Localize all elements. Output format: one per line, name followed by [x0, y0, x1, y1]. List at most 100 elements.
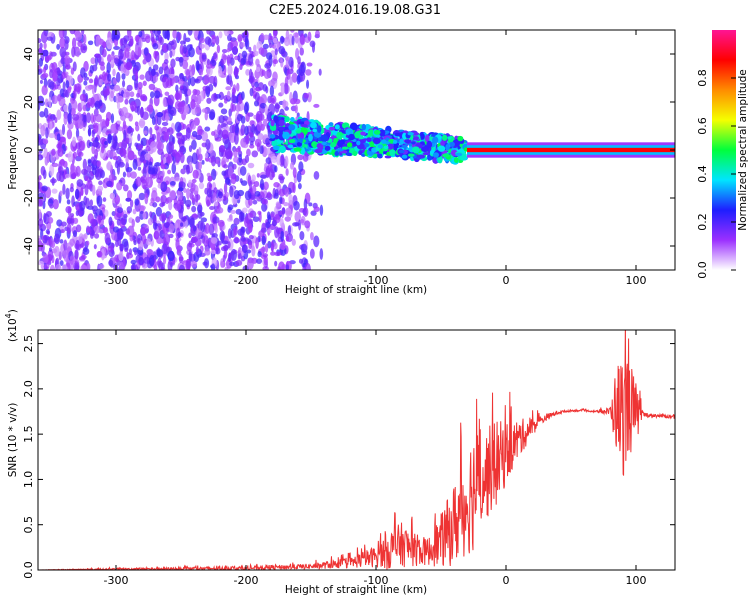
heatmap-cell	[138, 30, 143, 38]
heatmap-cell	[269, 137, 276, 142]
heatmap-cell	[102, 88, 110, 96]
heatmap-cell	[306, 79, 310, 89]
heatmap-cell	[160, 49, 164, 56]
heatmap-cell	[67, 151, 74, 163]
heatmap-cell	[59, 46, 67, 58]
heatmap-cell	[279, 242, 287, 250]
heatmap-cell	[156, 247, 161, 258]
heatmap-cell	[244, 198, 249, 207]
heatmap-cell	[303, 92, 309, 99]
snr-y-axis: 0.0 0.5 1.0 1.5 2.0 2.5	[22, 335, 675, 579]
heatmap-cell	[163, 59, 169, 65]
heatmap-cell	[399, 138, 404, 145]
heatmap-cell	[271, 241, 275, 253]
y-tick-label: -20	[22, 189, 35, 207]
heatmap-cell	[250, 71, 254, 84]
heatmap-cell	[83, 76, 90, 81]
heatmap-cell	[111, 231, 118, 241]
heatmap-cell	[421, 146, 429, 153]
heatmap-cell	[160, 194, 167, 204]
heatmap-cell	[274, 165, 278, 173]
heatmap-cell	[243, 216, 250, 228]
heatmap-cell	[298, 64, 305, 77]
heatmap-cell	[43, 66, 47, 74]
heatmap-cell	[46, 36, 54, 41]
heatmap-cell	[139, 74, 145, 80]
heatmap-cell	[188, 216, 195, 226]
heatmap-cell	[98, 99, 103, 107]
heatmap-cell	[169, 50, 173, 58]
heatmap-cell	[268, 35, 274, 40]
heatmap-cell	[207, 175, 213, 182]
heatmap-cell	[45, 55, 50, 62]
heatmap-cell	[185, 258, 191, 270]
heatmap-cell	[227, 204, 234, 211]
heatmap-cell	[39, 68, 43, 74]
heatmap-cell	[50, 178, 57, 184]
heatmap-cell	[220, 58, 224, 67]
heatmap-cell	[223, 182, 228, 195]
heatmap-cell	[125, 61, 133, 71]
heatmap-cell	[177, 231, 182, 239]
heatmap-cell	[280, 36, 285, 43]
heatmap-cell	[182, 44, 187, 54]
heatmap-cell	[60, 229, 65, 234]
heatmap-cell	[384, 155, 392, 159]
heatmap-cell	[49, 203, 54, 209]
heatmap-cell	[262, 34, 270, 41]
heatmap-cell	[122, 184, 129, 192]
heatmap-cell	[312, 141, 317, 149]
x-tick-label: -200	[234, 274, 259, 287]
heatmap-cell	[76, 135, 83, 142]
heatmap-cell	[151, 68, 156, 77]
heatmap-cell	[122, 67, 127, 74]
heatmap-cell	[168, 201, 173, 211]
colorbar-ticks: 0.0 0.2 0.4 0.6 0.8	[696, 69, 736, 279]
heatmap-cell	[146, 139, 150, 148]
heatmap-cell	[246, 148, 251, 157]
heatmap-cell	[286, 69, 291, 80]
heatmap-cell	[99, 118, 107, 129]
heatmap-cell	[225, 148, 232, 160]
heatmap-cell	[109, 192, 116, 200]
heatmap-cell	[337, 139, 344, 148]
heatmap-cell	[198, 182, 205, 190]
heatmap-cell	[413, 136, 420, 141]
heatmap-cell	[135, 71, 139, 82]
heatmap-cell	[432, 152, 440, 158]
heatmap-cell	[100, 145, 105, 154]
heatmap-cell	[129, 35, 134, 47]
snr-scale-exponent: 4	[4, 313, 13, 318]
heatmap-cell	[162, 256, 167, 265]
heatmap-cell	[53, 245, 60, 258]
heatmap-cell	[291, 35, 295, 46]
heatmap-cell	[297, 182, 302, 190]
heatmap-cell	[125, 137, 130, 144]
heatmap-cell	[185, 37, 191, 43]
heatmap-cell	[417, 154, 426, 159]
heatmap-cell	[226, 90, 231, 100]
heatmap-cell	[80, 187, 84, 196]
heatmap-cell	[59, 260, 64, 266]
heatmap-cell	[407, 153, 415, 157]
heatmap-cell	[229, 124, 236, 134]
heatmap-cell	[184, 199, 192, 208]
heatmap-cell	[291, 72, 298, 83]
heatmap-cell	[75, 31, 82, 41]
heatmap-cell	[206, 181, 212, 191]
heatmap-cell	[64, 51, 70, 56]
heatmap-cell	[71, 37, 77, 49]
y-tick-label: 2.0	[22, 380, 35, 398]
heatmap-cell	[271, 97, 275, 104]
heatmap-cell	[152, 222, 158, 230]
heatmap-cell	[227, 116, 232, 125]
heatmap-cell	[97, 185, 104, 192]
heatmap-cell	[223, 164, 229, 169]
heatmap-cell	[314, 148, 323, 154]
heatmap-cell	[117, 229, 122, 240]
heatmap-cell	[249, 87, 254, 97]
heatmap-cell	[285, 168, 289, 176]
heatmap-cell	[238, 153, 243, 163]
heatmap-cell	[40, 31, 48, 44]
